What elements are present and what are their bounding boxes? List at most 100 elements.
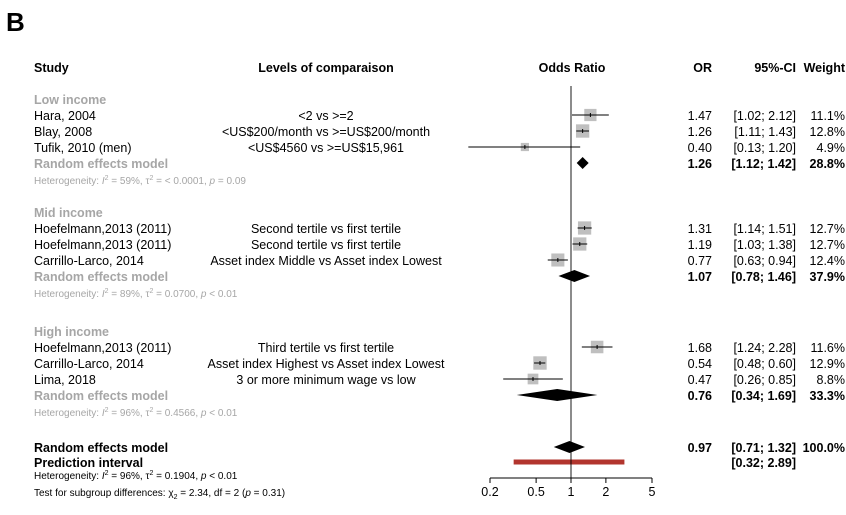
- study-or: 1.19: [688, 238, 712, 252]
- subgroup-random-or: 1.07: [688, 270, 712, 284]
- study-ci: [1.03; 1.38]: [733, 238, 796, 252]
- prediction-ci: [0.32; 2.89]: [731, 456, 796, 470]
- x-tick-label: 0.2: [481, 485, 498, 499]
- header-or: OR: [693, 61, 712, 75]
- study-name: Blay, 2008: [34, 125, 92, 139]
- subgroup-heterogeneity-tau2-superscript: 2: [149, 175, 153, 182]
- overall-heterogeneity-p-symbol: p: [200, 471, 207, 482]
- subgroup-test-p-symbol: p: [244, 488, 251, 499]
- subgroup-random-label: Random effects model: [34, 270, 168, 284]
- subgroup-heterogeneity-prefix: Heterogeneity:: [34, 289, 102, 300]
- subgroup-heterogeneity-i2-symbol: I: [102, 176, 105, 187]
- study-or: 0.47: [688, 373, 712, 387]
- subgroup-random-weight: 33.3%: [810, 389, 845, 403]
- subgroup-heterogeneity-i2-value: = 96%, τ: [109, 408, 150, 419]
- subgroup-heterogeneity-prefix: Heterogeneity:: [34, 408, 102, 419]
- study-comparison: Third tertile vs first tertile: [258, 341, 394, 355]
- overall-heterogeneity-i2-superscript: 2: [105, 470, 109, 477]
- header-ci: 95%-CI: [754, 61, 796, 75]
- overall-heterogeneity-tau2-value: = 0.1904,: [153, 471, 201, 482]
- subgroup-random-weight: 37.9%: [810, 270, 845, 284]
- study-comparison: <US$200/month vs >=US$200/month: [222, 125, 430, 139]
- overall-random-label: Random effects model: [34, 441, 168, 455]
- overall-heterogeneity-prefix: Heterogeneity:: [34, 471, 102, 482]
- subgroup-heterogeneity-tau2-superscript: 2: [149, 407, 153, 414]
- subgroup-random-ci: [0.78; 1.46]: [731, 270, 796, 284]
- subgroup-test-subscript: 2: [174, 494, 178, 501]
- forest-rows: Low income Hara, 2004 <2 vs >=2 1.47 [1.02; …: [34, 93, 845, 501]
- study-or: 1.31: [688, 222, 712, 236]
- overall-heterogeneity: Heterogeneity: I2 = 96%, τ2 = 0.1904, p …: [34, 470, 238, 482]
- subgroup-title: Low income: [34, 93, 106, 107]
- header-levels: Levels of comparaison: [258, 61, 393, 75]
- study-weight: 12.7%: [810, 238, 845, 252]
- overall-weight: 100.0%: [803, 441, 845, 455]
- study-or: 1.68: [688, 341, 712, 355]
- study-ci: [1.02; 2.12]: [733, 109, 796, 123]
- overall-heterogeneity-i2-symbol: I: [102, 471, 105, 482]
- study-name: Carrillo-Larco, 2014: [34, 357, 144, 371]
- subgroup-heterogeneity: Heterogeneity: I2 = 59%, τ2 = < 0.0001, …: [34, 175, 246, 187]
- subgroup-heterogeneity-p-value: < 0.01: [206, 408, 237, 419]
- study-name: Lima, 2018: [34, 373, 96, 387]
- study-comparison: Asset index Middle vs Asset index Lowest: [210, 254, 442, 268]
- study-weight: 12.7%: [810, 222, 845, 236]
- study-name: Hoefelmann,2013 (2011): [34, 222, 171, 236]
- subgroup-heterogeneity-tau2-superscript: 2: [149, 288, 153, 295]
- header-weight: Weight: [804, 61, 846, 75]
- overall-ci: [0.71; 1.32]: [731, 441, 796, 455]
- study-name: Tufik, 2010 (men): [34, 141, 132, 155]
- study-comparison: Asset index Highest vs Asset index Lowes…: [208, 357, 445, 371]
- study-or: 0.54: [688, 357, 712, 371]
- subgroup-heterogeneity-prefix: Heterogeneity:: [34, 176, 102, 187]
- subgroup-heterogeneity: Heterogeneity: I2 = 96%, τ2 = 0.4566, p …: [34, 407, 238, 419]
- subgroup-random-or: 0.76: [688, 389, 712, 403]
- study-weight: 11.6%: [810, 341, 845, 355]
- subgroup-title: High income: [34, 325, 109, 339]
- study-or: 0.77: [688, 254, 712, 268]
- study-weight: 8.8%: [817, 373, 846, 387]
- prediction-bar: [513, 459, 625, 465]
- subgroup-heterogeneity-p-value: < 0.01: [206, 289, 237, 300]
- subgroup-heterogeneity-i2-value: = 89%, τ: [109, 289, 150, 300]
- x-tick-label: 0.5: [527, 485, 544, 499]
- x-tick-label: 1: [568, 485, 575, 499]
- subgroup-heterogeneity-i2-superscript: 2: [105, 407, 109, 414]
- study-weight: 11.1%: [810, 109, 845, 123]
- study-name: Hoefelmann,2013 (2011): [34, 238, 171, 252]
- subgroup-heterogeneity-i2-symbol: I: [102, 408, 105, 419]
- overall-diamond: [553, 441, 585, 453]
- study-ci: [0.63; 0.94]: [733, 254, 796, 268]
- subgroup-test-p-value: = 0.31): [251, 488, 285, 499]
- subgroup-random-label: Random effects model: [34, 389, 168, 403]
- subgroup-heterogeneity-p-symbol: p: [209, 176, 216, 187]
- subgroup-test-prefix: Test for subgroup differences: χ: [34, 488, 174, 499]
- study-ci: [1.14; 1.51]: [733, 222, 796, 236]
- subgroup-random-weight: 28.8%: [810, 157, 845, 171]
- subgroup-random-diamond: [558, 270, 591, 282]
- overall-heterogeneity-tau2-superscript: 2: [149, 470, 153, 477]
- overall-heterogeneity-i2-value: = 96%, τ: [109, 471, 150, 482]
- x-axis: 0.2 0.5 1 2 5: [481, 86, 656, 499]
- study-weight: 12.4%: [810, 254, 845, 268]
- header-odds-ratio: Odds Ratio: [539, 61, 606, 75]
- subgroup-heterogeneity-i2-superscript: 2: [105, 175, 109, 182]
- study-weight: 12.9%: [810, 357, 845, 371]
- subgroup-random-diamond: [516, 389, 598, 401]
- subgroup-heterogeneity: Heterogeneity: I2 = 89%, τ2 = 0.0700, p …: [34, 288, 238, 300]
- study-ci: [0.48; 0.60]: [733, 357, 796, 371]
- subgroup-heterogeneity-i2-superscript: 2: [105, 288, 109, 295]
- subgroup-heterogeneity-p-value: = 0.09: [215, 176, 246, 187]
- x-tick-label: 2: [602, 485, 609, 499]
- subgroup-random-ci: [1.12; 1.42]: [731, 157, 796, 171]
- subgroup-heterogeneity-tau2-value: = < 0.0001,: [153, 176, 209, 187]
- prediction-label: Prediction interval: [34, 456, 143, 470]
- subgroup-test: Test for subgroup differences: χ2 = 2.34…: [34, 488, 285, 501]
- study-name: Carrillo-Larco, 2014: [34, 254, 144, 268]
- x-tick-label: 5: [649, 485, 656, 499]
- study-name: Hoefelmann,2013 (2011): [34, 341, 171, 355]
- study-ci: [1.11; 1.43]: [734, 125, 796, 139]
- study-ci: [1.24; 2.28]: [733, 341, 796, 355]
